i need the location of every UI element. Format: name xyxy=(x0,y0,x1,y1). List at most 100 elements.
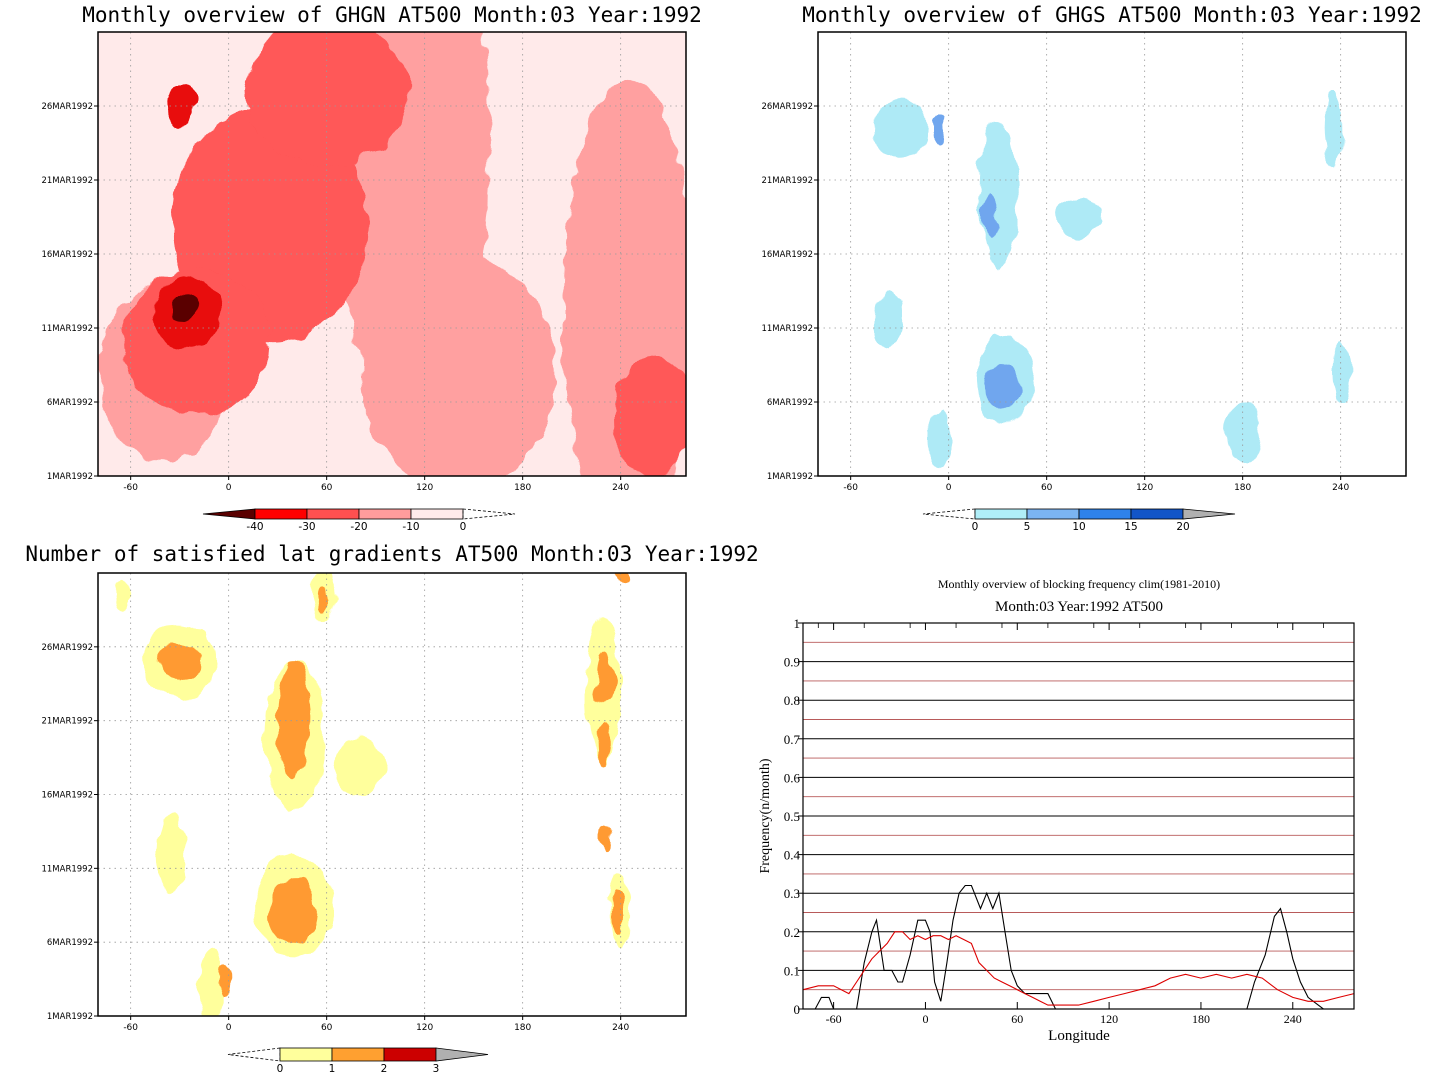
panel-ghgn-title: Monthly overview of GHGN AT500 Month:03 … xyxy=(82,3,702,27)
field-region-12 xyxy=(271,878,317,947)
colorbar-segment-0 xyxy=(279,1047,333,1062)
x-tick-label-5: 240 xyxy=(612,483,629,493)
field-region-13 xyxy=(596,646,613,706)
y-tick-label-3: 0.3 xyxy=(784,886,800,901)
colorbar-segment-1 xyxy=(331,1047,385,1062)
y-tick-label-4: 21MAR1992 xyxy=(41,176,93,186)
panel-ghgn-grid xyxy=(98,32,686,476)
x-tick-label-0: -60 xyxy=(843,483,858,493)
y-tick-label-10: 1 xyxy=(794,616,801,631)
y-tick-label-2: 11MAR1992 xyxy=(761,324,813,334)
x-tick-label-4: 180 xyxy=(514,483,531,493)
y-tick-label-0: 1MAR1992 xyxy=(47,1012,93,1022)
colorbar-segment-left xyxy=(202,508,256,520)
y-tick-label-3: 16MAR1992 xyxy=(41,250,93,260)
x-tick-label-2: 60 xyxy=(1011,1012,1023,1026)
panel-gradients-grid xyxy=(98,573,686,1016)
colorbar-tick-label-1: 5 xyxy=(1024,521,1031,533)
x-tick-label-0: -60 xyxy=(123,1023,138,1033)
x-tick-label-5: 240 xyxy=(612,1023,629,1033)
x-tick-label-5: 240 xyxy=(1284,1012,1302,1026)
y-tick-label-1: 6MAR1992 xyxy=(47,938,93,948)
field-region-8 xyxy=(114,580,131,610)
colorbar-segment-left xyxy=(922,508,976,520)
colorbar-segment-right xyxy=(435,1047,489,1062)
panel-ghgs-x-ticks: -60 0 60 120 180 240 xyxy=(843,476,1350,493)
field-region-11 xyxy=(933,113,948,143)
x-tick-label-1: 0 xyxy=(226,483,232,493)
field-region-15 xyxy=(610,890,624,935)
x-tick-label-4: 180 xyxy=(1192,1012,1210,1026)
y-tick-label-0: 0 xyxy=(794,1002,801,1017)
y-tick-label-2: 11MAR1992 xyxy=(41,324,93,334)
series-line-1 xyxy=(802,931,1355,1006)
colorbar-segment-2 xyxy=(383,1047,437,1062)
y-tick-label-2: 0.2 xyxy=(784,925,800,940)
panel-ghgn-x-ticks: -60 0 60 120 180 240 xyxy=(123,476,630,493)
colorbar-segment-0 xyxy=(974,508,1028,520)
colorbar-segment-right xyxy=(462,508,516,520)
y-tick-label-5: 26MAR1992 xyxy=(41,102,93,112)
panel-frequency-grid-lines xyxy=(803,641,1354,991)
y-tick-label-3: 16MAR1992 xyxy=(761,250,813,260)
panel-frequency-subtitle: Month:03 Year:1992 AT500 xyxy=(995,599,1163,615)
colorbar-segment-right xyxy=(1182,508,1236,520)
x-tick-label-3: 120 xyxy=(1100,1012,1118,1026)
y-tick-label-5: 26MAR1992 xyxy=(761,102,813,112)
x-tick-label-5: 240 xyxy=(1332,483,1349,493)
x-tick-label-2: 60 xyxy=(1041,483,1053,493)
x-tick-label-1: 0 xyxy=(226,1023,232,1033)
colorbar-tick-label-4: 0 xyxy=(460,521,467,533)
field-region-7 xyxy=(199,949,226,1016)
panel-frequency-title: Monthly overview of blocking frequency c… xyxy=(938,577,1220,591)
field-region-2 xyxy=(873,98,926,158)
colorbar-tick-label-3: 15 xyxy=(1124,521,1137,533)
panel-ghgn-y-ticks: 1MAR1992 6MAR1992 11MAR1992 16MAR1992 21MAR1… xyxy=(41,102,98,482)
panel-frequency-x-label: Longitude xyxy=(1048,1028,1110,1044)
field-region-3 xyxy=(876,291,900,351)
colorbar-segment-3 xyxy=(1130,508,1184,520)
y-tick-label-1: 0.1 xyxy=(784,963,800,978)
y-tick-label-5: 26MAR1992 xyxy=(41,643,93,653)
y-tick-label-4: 21MAR1992 xyxy=(761,176,813,186)
colorbar-segment-3 xyxy=(410,508,464,520)
field-region-10 xyxy=(981,194,998,240)
colorbar-tick-label-2: -20 xyxy=(350,521,367,533)
field-region-11 xyxy=(277,661,311,780)
field-region-9 xyxy=(986,365,1019,410)
colorbar-segment-2 xyxy=(358,508,412,520)
field-region-2 xyxy=(563,76,686,476)
field-region-5 xyxy=(927,409,951,469)
field-region-16 xyxy=(220,964,231,994)
x-tick-label-1: 0 xyxy=(922,1012,928,1026)
field-region-7 xyxy=(1332,342,1349,402)
field-region-14 xyxy=(596,720,613,765)
x-tick-label-1: 0 xyxy=(946,483,952,493)
colorbar-tick-label-3: 3 xyxy=(433,1063,440,1075)
x-tick-label-2: 60 xyxy=(321,483,333,493)
field-region-4 xyxy=(156,816,187,891)
panel-frequency-x-ticks: -60 0 60 120 180 240 xyxy=(817,623,1324,1026)
x-tick-label-3: 120 xyxy=(416,483,433,493)
panel-frequency-y-ticks: 0 0.1 0.2 0.3 0.4 0.5 0.6 0.7 0.8 0.9 1 xyxy=(784,616,803,1017)
colorbar-tick-label-4: 20 xyxy=(1176,521,1189,533)
field-region-18 xyxy=(601,828,611,850)
x-tick-label-4: 180 xyxy=(514,1023,531,1033)
field-region-1 xyxy=(359,254,556,476)
panel-frequency-y-label: Frequency(n/month) xyxy=(758,758,773,873)
panel-gradients-fields xyxy=(114,573,633,1016)
x-tick-label-3: 120 xyxy=(416,1023,433,1033)
field-region-4 xyxy=(1058,197,1101,237)
panel-ghgs-title: Monthly overview of GHGS AT500 Month:03 … xyxy=(802,3,1422,27)
panel-ghgs-y-ticks: 1MAR1992 6MAR1992 11MAR1992 16MAR1992 21MAR1… xyxy=(761,102,818,482)
y-tick-label-2: 11MAR1992 xyxy=(41,864,93,874)
colorbar-tick-label-1: 1 xyxy=(329,1063,336,1075)
x-tick-label-2: 60 xyxy=(321,1023,333,1033)
field-region-19 xyxy=(615,573,633,585)
y-tick-label-6: 0.6 xyxy=(784,770,801,785)
colorbar-tick-label-1: -30 xyxy=(298,521,315,533)
y-tick-label-1: 6MAR1992 xyxy=(47,398,93,408)
colorbar-tick-label-2: 2 xyxy=(381,1063,388,1075)
y-tick-label-8: 0.8 xyxy=(784,693,800,708)
